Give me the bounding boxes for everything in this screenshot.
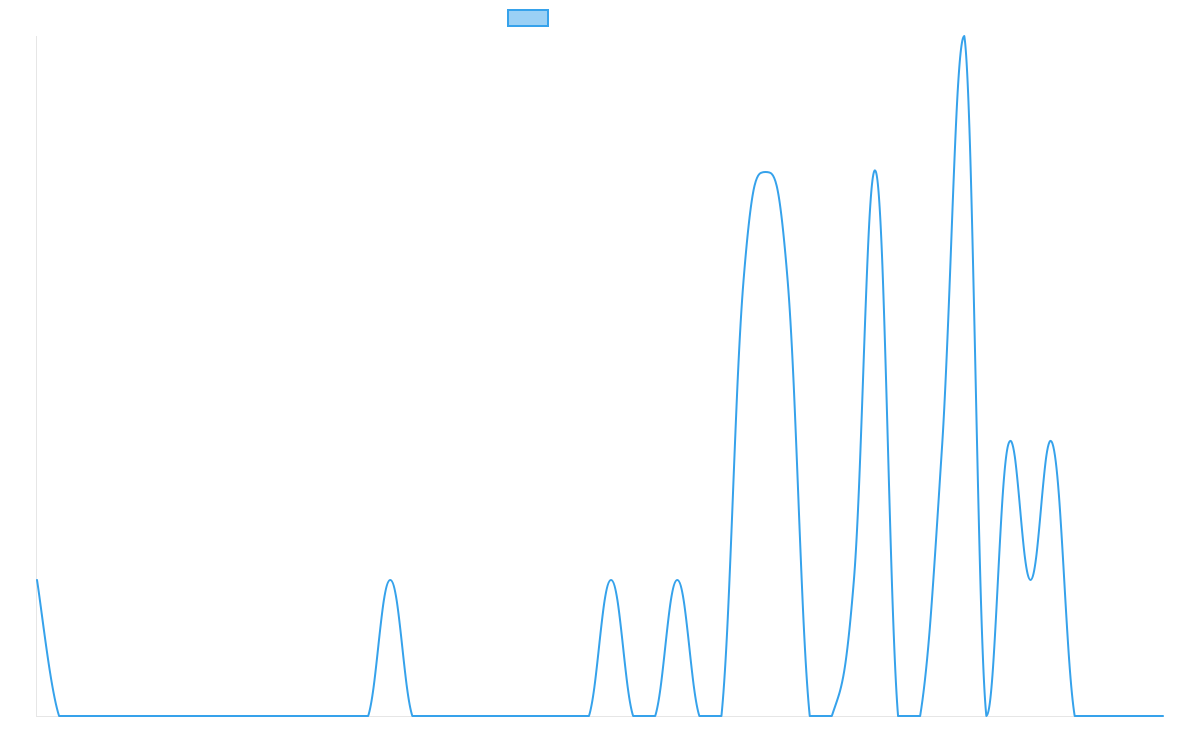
series-line-0 [36, 35, 1164, 717]
data-point-0-3[interactable] [100, 713, 106, 719]
data-point-0-18[interactable] [431, 713, 437, 719]
data-point-0-37[interactable] [851, 577, 857, 583]
data-point-0-13[interactable] [321, 713, 327, 719]
data-point-0-17[interactable] [409, 713, 415, 719]
data-point-0-38[interactable] [873, 169, 879, 175]
data-point-0-36[interactable] [829, 713, 835, 719]
data-point-0-41[interactable] [939, 441, 945, 447]
data-point-0-33[interactable] [763, 169, 769, 175]
data-point-0-31[interactable] [718, 713, 724, 719]
data-point-0-47[interactable] [1072, 713, 1078, 719]
data-point-0-46[interactable] [1050, 441, 1056, 447]
data-point-0-9[interactable] [233, 713, 239, 719]
data-point-0-43[interactable] [983, 713, 989, 719]
data-point-0-42[interactable] [961, 33, 967, 39]
data-point-0-14[interactable] [343, 713, 349, 719]
data-point-0-5[interactable] [144, 713, 150, 719]
data-point-0-7[interactable] [189, 713, 195, 719]
data-point-0-48[interactable] [1094, 713, 1100, 719]
data-point-0-28[interactable] [652, 713, 658, 719]
data-point-0-24[interactable] [564, 713, 570, 719]
data-point-0-30[interactable] [696, 713, 702, 719]
data-point-0-49[interactable] [1116, 713, 1122, 719]
data-point-0-44[interactable] [1005, 441, 1011, 447]
data-point-0-19[interactable] [453, 713, 459, 719]
data-point-0-20[interactable] [476, 713, 482, 719]
data-point-0-35[interactable] [807, 713, 813, 719]
legend[interactable] [507, 9, 549, 27]
data-point-0-2[interactable] [78, 713, 84, 719]
data-point-0-16[interactable] [387, 577, 393, 583]
data-point-0-1[interactable] [56, 713, 62, 719]
data-point-0-11[interactable] [277, 713, 283, 719]
data-point-0-45[interactable] [1028, 577, 1034, 583]
data-point-0-26[interactable] [608, 577, 614, 583]
data-point-0-0[interactable] [34, 577, 40, 583]
data-point-0-25[interactable] [586, 713, 592, 719]
data-point-0-27[interactable] [630, 713, 636, 719]
data-point-0-10[interactable] [255, 713, 261, 719]
legend-swatch[interactable] [507, 9, 549, 27]
data-point-0-15[interactable] [365, 713, 371, 719]
data-point-0-34[interactable] [785, 278, 791, 284]
data-point-0-29[interactable] [674, 577, 680, 583]
data-point-0-23[interactable] [542, 713, 548, 719]
data-point-0-22[interactable] [520, 713, 526, 719]
data-point-0-8[interactable] [211, 713, 217, 719]
data-point-0-6[interactable] [166, 713, 172, 719]
data-point-0-40[interactable] [917, 713, 923, 719]
data-point-0-21[interactable] [498, 713, 504, 719]
series-layer [34, 33, 1166, 719]
data-point-0-12[interactable] [299, 713, 305, 719]
data-point-0-4[interactable] [122, 713, 128, 719]
data-point-0-32[interactable] [741, 278, 747, 284]
data-point-0-39[interactable] [895, 713, 901, 719]
data-point-0-50[interactable] [1138, 713, 1144, 719]
data-point-0-51[interactable] [1160, 713, 1166, 719]
